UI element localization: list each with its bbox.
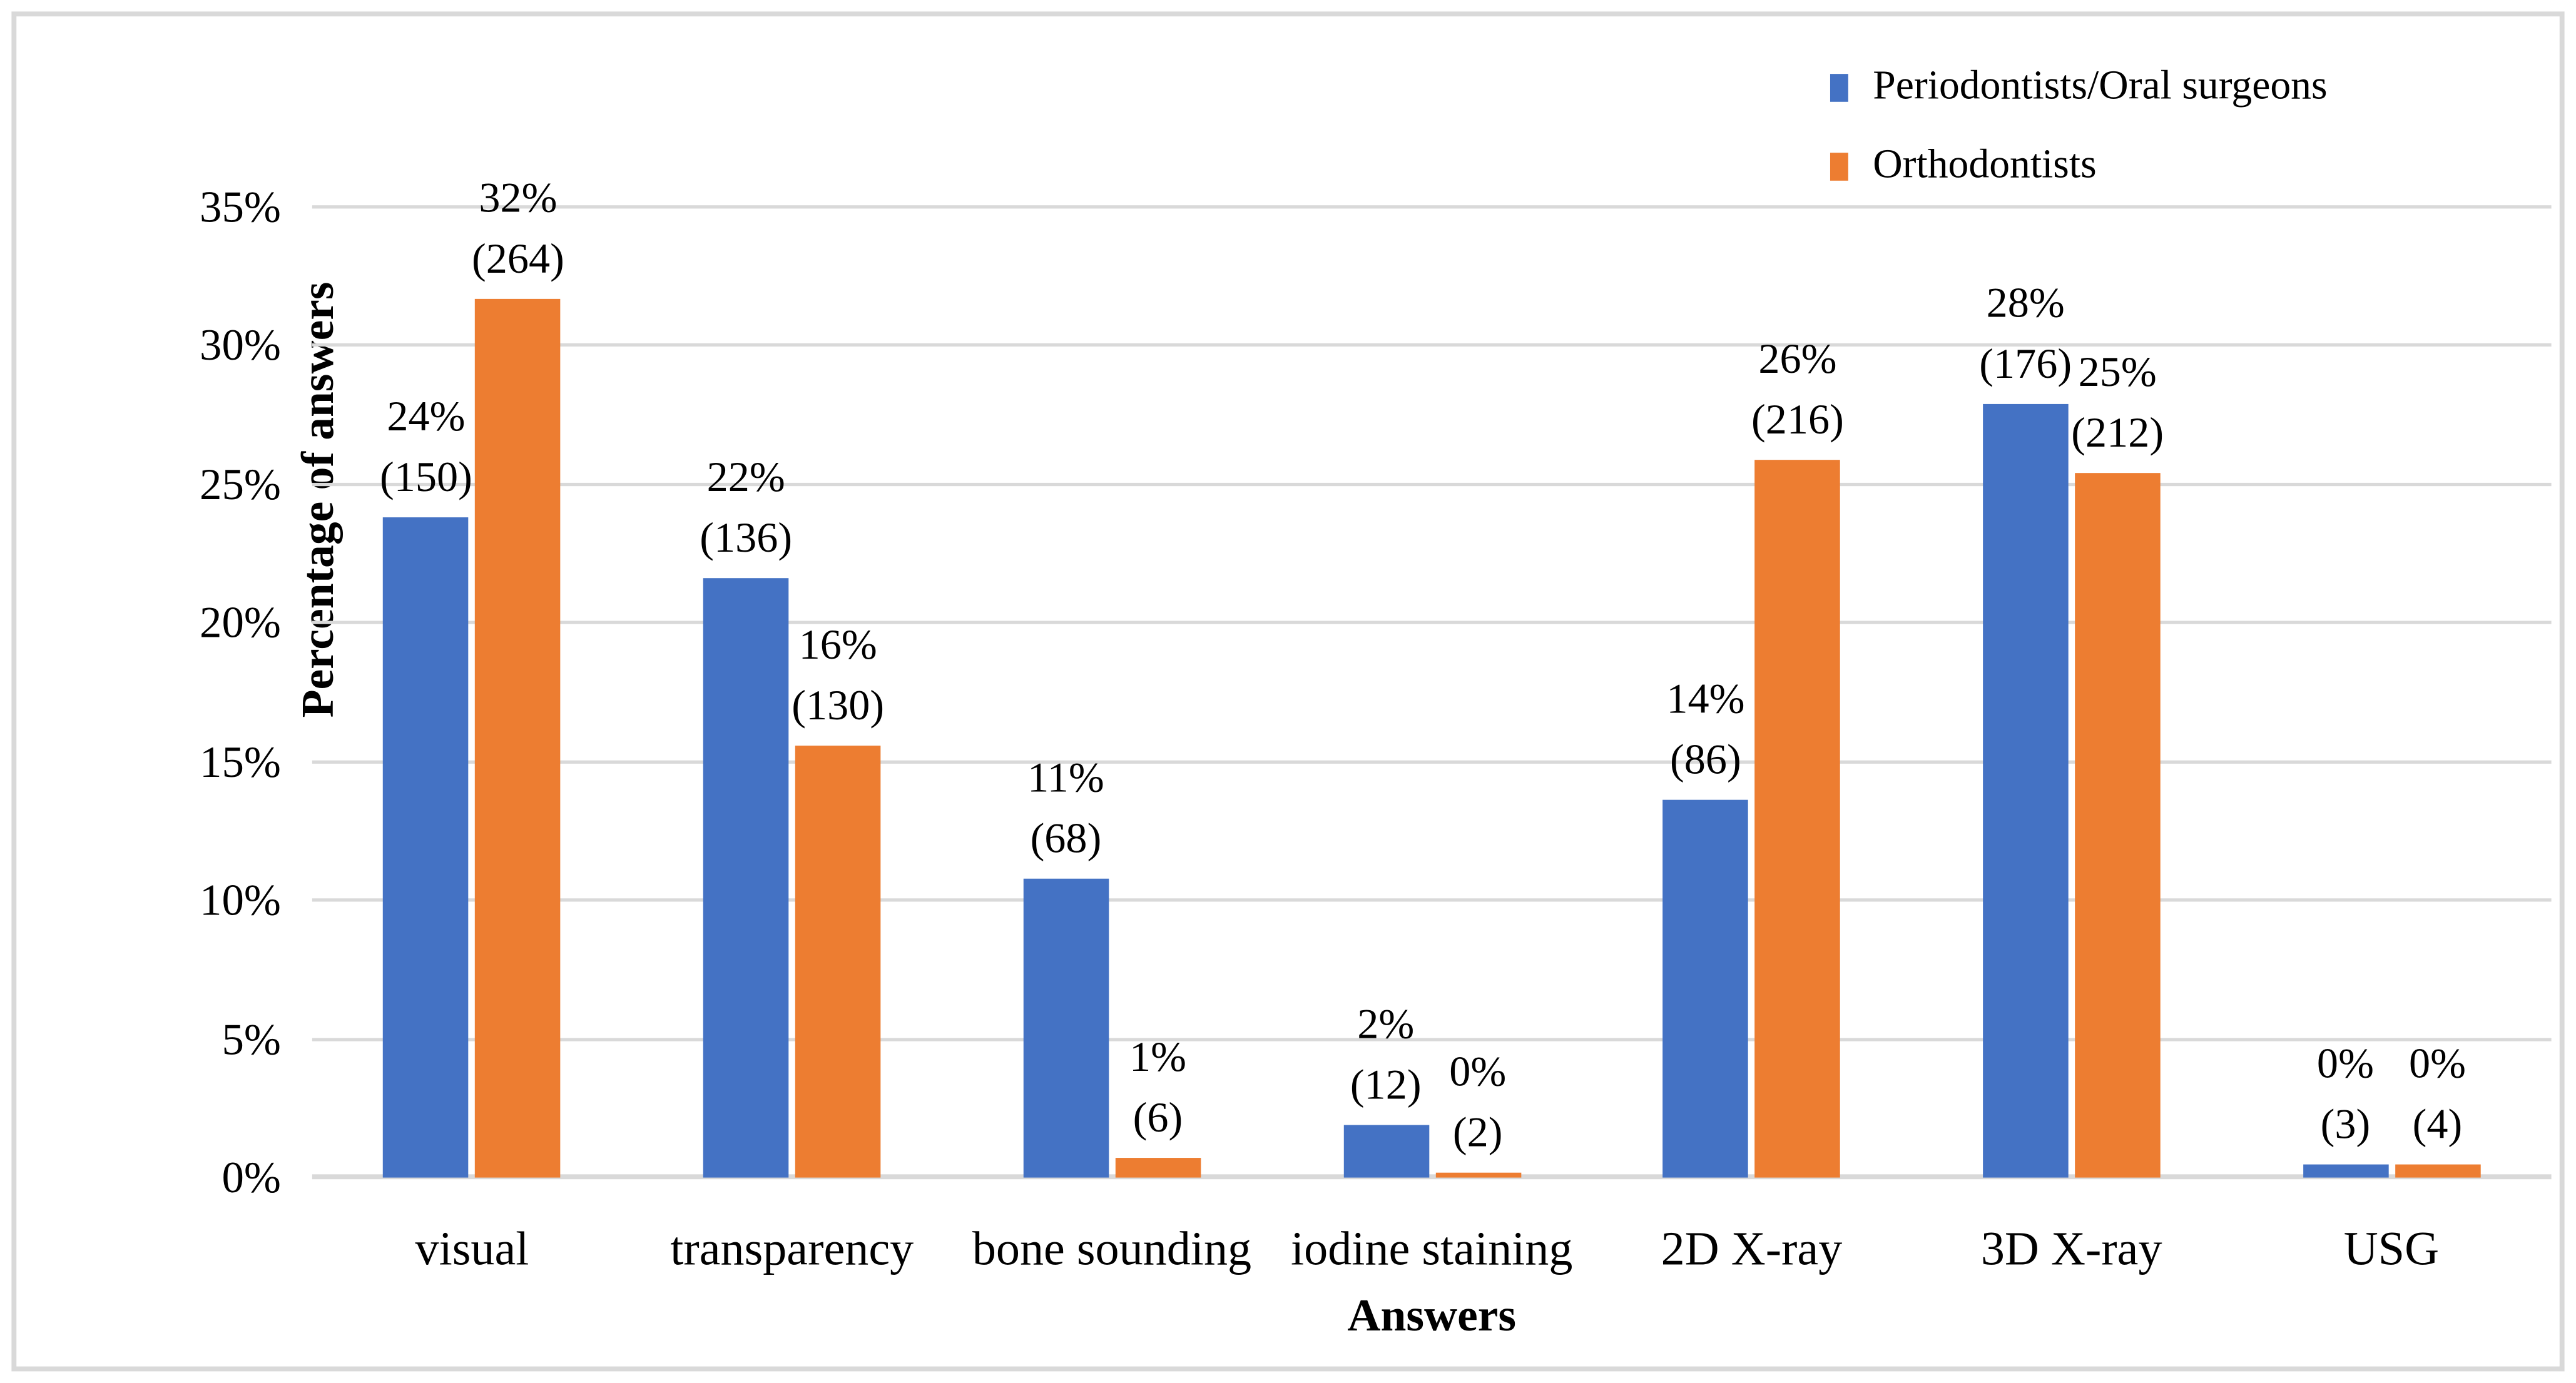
data-label-percent: 1%: [1129, 1033, 1186, 1082]
data-label-percent: 2%: [1357, 1000, 1415, 1048]
bar-periodontists-transparency: [703, 578, 789, 1178]
data-label-percent: 22%: [706, 453, 785, 502]
data-label-count: (86): [1670, 736, 1741, 784]
data-label: 24% (150): [303, 386, 549, 507]
data-label: 32% (264): [395, 167, 641, 288]
data-label-count: (176): [1979, 340, 2072, 388]
y-tick-label: 5%: [221, 1014, 281, 1064]
bar-periodontists-2d-x-ray: [1662, 800, 1749, 1178]
data-label: 28% (176): [1902, 273, 2149, 394]
bar-periodontists-bone-sounding: [1023, 878, 1109, 1178]
gridline-30pct: [312, 343, 2552, 348]
bar-periodontists-iodine-staining: [1343, 1125, 1428, 1178]
legend-label: Periodontists/Oral surgeons: [1873, 64, 2328, 109]
data-label-count: (212): [2071, 409, 2164, 457]
category-label-usg: USG: [2343, 1223, 2440, 1277]
legend: Periodontists/Oral surgeons Orthodontists: [1830, 64, 2328, 223]
category-label-bone-sounding: bone sounding: [972, 1223, 1252, 1277]
data-label-percent: 32%: [479, 173, 557, 221]
data-label-count: (2): [1452, 1108, 1503, 1156]
data-label-percent: 0%: [1449, 1047, 1507, 1095]
data-label-percent: 26%: [1758, 334, 1837, 382]
data-label: 2% (12): [1263, 993, 1509, 1115]
y-tick-label: 25%: [200, 459, 281, 509]
y-tick-label: 10%: [200, 875, 281, 925]
legend-item-periodontists: Periodontists/Oral surgeons: [1830, 64, 2328, 109]
x-axis-line: [312, 1174, 2552, 1180]
bar-orthodontists-3d-x-ray: [2074, 473, 2161, 1178]
category-label-2d-x-ray: 2D X-ray: [1661, 1223, 1843, 1277]
data-label-percent: 0%: [2316, 1038, 2374, 1087]
data-label-percent: 0%: [2408, 1038, 2467, 1087]
data-label: 0% (4): [2314, 1032, 2561, 1153]
data-label-percent: 24%: [387, 392, 466, 440]
bar-periodontists-usg: [2303, 1163, 2388, 1178]
data-label-count: (150): [380, 453, 472, 502]
category-label-3d-x-ray: 3D X-ray: [1980, 1223, 2162, 1277]
bar-periodontists-visual: [383, 517, 469, 1178]
data-label-count: (3): [2320, 1100, 2371, 1148]
data-label: 14% (86): [1582, 669, 1829, 791]
data-label: 0% (2): [1355, 1041, 1601, 1162]
gridline-5pct: [312, 1037, 2552, 1041]
bar-orthodontists-transparency: [795, 744, 881, 1178]
legend-item-orthodontists: Orthodontists: [1830, 143, 2328, 188]
data-label-percent: 16%: [798, 620, 877, 668]
data-label: 25% (212): [1994, 342, 2241, 463]
data-label: 1% (6): [1035, 1027, 1281, 1148]
data-label-percent: 14%: [1666, 676, 1745, 724]
data-label-count: (216): [1751, 395, 1844, 443]
data-label: 0% (3): [2222, 1032, 2469, 1153]
data-label: 11% (68): [943, 747, 1189, 868]
data-label: 16% (130): [715, 614, 961, 735]
data-label: 22% (136): [623, 447, 869, 569]
data-label-percent: 25%: [2078, 348, 2157, 397]
data-label-count: (6): [1133, 1094, 1183, 1142]
bar-orthodontists-visual: [475, 298, 561, 1178]
y-axis-tick-labels: 35% 30% 25% 20% 15% 10% 5% 0%: [99, 185, 281, 1200]
data-label-count: (12): [1350, 1060, 1422, 1109]
data-label-count: (136): [700, 514, 793, 562]
bar-orthodontists-usg: [2395, 1163, 2480, 1178]
y-tick-label: 0%: [221, 1153, 281, 1202]
bar-orthodontists-2d-x-ray: [1754, 459, 1841, 1178]
data-label-count: (68): [1030, 814, 1102, 862]
category-label-transparency: transparency: [670, 1223, 914, 1277]
data-label-count: (4): [2412, 1100, 2463, 1148]
gridline-10pct: [312, 898, 2552, 902]
category-label-visual: visual: [415, 1223, 529, 1277]
data-label-count: (130): [792, 681, 885, 729]
bar-orthodontists-bone-sounding: [1115, 1158, 1201, 1178]
data-label-percent: 11%: [1027, 753, 1104, 801]
gridline-20pct: [312, 621, 2552, 625]
gridline-25pct: [312, 482, 2552, 486]
x-axis-title: Answers: [1347, 1290, 1517, 1342]
legend-swatch-icon: [1830, 73, 1848, 101]
gridline-15pct: [312, 759, 2552, 764]
data-label-count: (264): [472, 234, 564, 282]
y-tick-label: 30%: [200, 321, 281, 370]
data-label-percent: 28%: [1986, 279, 2065, 327]
bar-orthodontists-iodine-staining: [1435, 1172, 1521, 1178]
x-axis-category-labels: visual transparency bone sounding iodine st…: [0, 1223, 2576, 1289]
y-tick-label: 35%: [200, 182, 281, 232]
y-tick-label: 15%: [200, 737, 281, 786]
legend-label: Orthodontists: [1873, 143, 2097, 188]
data-label: 26% (216): [1674, 328, 1921, 449]
gridline-35pct: [312, 205, 2552, 209]
category-label-iodine-staining: iodine staining: [1290, 1223, 1573, 1277]
chart-frame: [11, 11, 2565, 1372]
plot-area: 24% (150) 22% (136) 11% (68) 2% (12) 14% (86) 28% (…: [312, 174, 2552, 1180]
bar-periodontists-3d-x-ray: [1982, 403, 2069, 1178]
legend-swatch-icon: [1830, 151, 1848, 180]
y-tick-label: 20%: [200, 598, 281, 648]
